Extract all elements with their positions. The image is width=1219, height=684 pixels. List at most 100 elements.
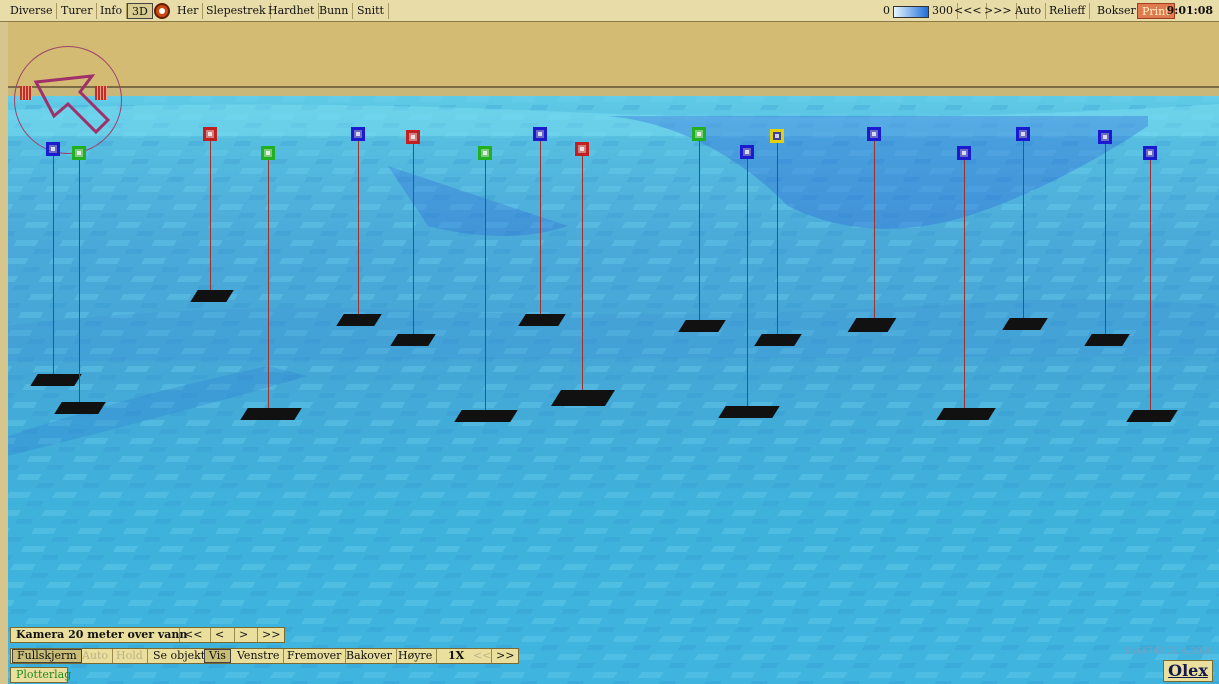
marker-pole bbox=[777, 143, 778, 339]
camera-fast-back-button[interactable]: << bbox=[179, 628, 206, 642]
marker-pole bbox=[1023, 141, 1024, 323]
marker-footprint bbox=[1126, 410, 1178, 422]
waypoint-marker[interactable] bbox=[261, 146, 275, 160]
camera-bar: Kamera 20 meter over vann << < > >> bbox=[10, 627, 285, 643]
fullskjerm-button[interactable]: Fullskjerm bbox=[12, 649, 82, 663]
waypoint-marker[interactable] bbox=[770, 129, 784, 143]
waypoint-marker[interactable] bbox=[478, 146, 492, 160]
marker-pole bbox=[964, 160, 965, 412]
top-toolbar: Diverse Turer Info 3D Her Slepestrek Har… bbox=[0, 0, 1219, 22]
venstre-button[interactable]: Venstre bbox=[233, 649, 285, 663]
marker-footprint bbox=[1002, 318, 1048, 330]
left-edge-strip bbox=[0, 22, 8, 684]
marker-footprint bbox=[240, 408, 302, 420]
plotterlag-button[interactable]: Plotterlag bbox=[10, 667, 71, 683]
menu-hardhet[interactable]: Hardhet bbox=[264, 3, 320, 19]
olex-logo[interactable]: Olex bbox=[1163, 660, 1213, 682]
target-icon[interactable] bbox=[154, 3, 170, 19]
waypoint-marker[interactable] bbox=[203, 127, 217, 141]
depth-bar-icon bbox=[20, 86, 32, 100]
waypoint-marker[interactable] bbox=[1016, 127, 1030, 141]
marker-pole bbox=[1105, 144, 1106, 336]
depth-color-scale[interactable] bbox=[893, 6, 929, 18]
marker-pole bbox=[210, 141, 211, 293]
menu-bunn[interactable]: Bunn bbox=[315, 3, 354, 19]
vis-button[interactable]: Vis bbox=[204, 649, 231, 663]
clock: 9:01:08 bbox=[1166, 4, 1213, 17]
menu-diverse[interactable]: Diverse bbox=[6, 3, 58, 19]
menu-slepestrek[interactable]: Slepestrek bbox=[202, 3, 271, 19]
marker-pole bbox=[747, 159, 748, 409]
auto-button[interactable]: Auto bbox=[78, 649, 114, 663]
waypoint-marker[interactable] bbox=[351, 127, 365, 141]
camera-forward-button[interactable]: > bbox=[234, 628, 252, 642]
prev-button[interactable]: <<< bbox=[950, 3, 987, 19]
waypoint-marker[interactable] bbox=[46, 142, 60, 156]
marker-pole bbox=[268, 160, 269, 412]
menu-her[interactable]: Her bbox=[173, 3, 204, 19]
menu-info[interactable]: Info bbox=[96, 3, 128, 19]
waypoint-marker[interactable] bbox=[72, 146, 86, 160]
print-button[interactable]: Print bbox=[1137, 3, 1175, 19]
marker-footprint bbox=[454, 410, 518, 422]
marker-pole bbox=[699, 141, 700, 323]
waypoint-marker[interactable] bbox=[533, 127, 547, 141]
marker-pole bbox=[582, 156, 583, 392]
waypoint-marker[interactable] bbox=[575, 142, 589, 156]
waypoint-marker[interactable] bbox=[740, 145, 754, 159]
sky-area bbox=[8, 22, 1219, 86]
bakover-button[interactable]: Bakover bbox=[342, 649, 397, 663]
seabed-3d-view[interactable] bbox=[8, 96, 1219, 684]
marker-footprint bbox=[936, 408, 996, 420]
depth-bar-icon bbox=[95, 86, 107, 100]
waypoint-marker[interactable] bbox=[957, 146, 971, 160]
marker-pole bbox=[485, 160, 486, 414]
waypoint-marker[interactable] bbox=[406, 130, 420, 144]
heading-arrow-icon bbox=[33, 74, 111, 135]
menu-3d[interactable]: 3D bbox=[127, 3, 153, 19]
marker-footprint bbox=[518, 314, 566, 326]
se-objekt-button[interactable]: Se objekt bbox=[149, 649, 211, 663]
relieff-button[interactable]: Relieff bbox=[1045, 3, 1091, 19]
marker-pole bbox=[79, 160, 80, 404]
marker-footprint bbox=[754, 334, 802, 346]
speed-label: 1X bbox=[448, 649, 465, 662]
hoyre-button[interactable]: Høyre bbox=[394, 649, 438, 663]
marker-footprint bbox=[30, 374, 82, 386]
marker-pole bbox=[413, 144, 414, 336]
marker-footprint bbox=[718, 406, 780, 418]
marker-pole bbox=[1150, 160, 1151, 414]
fremover-button[interactable]: Fremover bbox=[283, 649, 347, 663]
scale-min-label: 0 bbox=[883, 4, 890, 17]
waypoint-marker[interactable] bbox=[867, 127, 881, 141]
speed-down-button[interactable]: << bbox=[473, 649, 492, 662]
marker-pole bbox=[53, 156, 54, 378]
menu-snitt[interactable]: Snitt bbox=[353, 3, 389, 19]
marker-pole bbox=[358, 141, 359, 317]
menu-turer[interactable]: Turer bbox=[57, 3, 98, 19]
bokser-button[interactable]: Bokser bbox=[1093, 3, 1141, 19]
camera-back-button[interactable]: < bbox=[210, 628, 228, 642]
waypoint-marker[interactable] bbox=[692, 127, 706, 141]
camera-label: Kamera 20 meter over vann bbox=[16, 628, 188, 641]
marker-footprint bbox=[190, 290, 234, 302]
marker-pole bbox=[540, 141, 541, 317]
marker-footprint bbox=[54, 402, 106, 414]
waypoint-marker[interactable] bbox=[1098, 130, 1112, 144]
auto-button[interactable]: Auto bbox=[1011, 3, 1047, 19]
marker-footprint bbox=[390, 334, 436, 346]
marker-footprint bbox=[678, 320, 726, 332]
marker-footprint bbox=[1084, 334, 1130, 346]
serial-stamp: Sn14749 20.4.2026 bbox=[1123, 647, 1213, 657]
camera-fast-forward-button[interactable]: >> bbox=[257, 628, 284, 642]
compass-rose[interactable] bbox=[14, 46, 122, 154]
marker-footprint bbox=[551, 390, 615, 406]
speed-up-button[interactable]: >> bbox=[491, 649, 518, 663]
horizon-line bbox=[8, 86, 1219, 88]
marker-pole bbox=[874, 141, 875, 327]
waypoint-marker[interactable] bbox=[1143, 146, 1157, 160]
next-button[interactable]: >>> bbox=[980, 3, 1017, 19]
scale-max-label: 300 bbox=[928, 3, 958, 19]
hold-button[interactable]: Hold bbox=[112, 649, 148, 663]
